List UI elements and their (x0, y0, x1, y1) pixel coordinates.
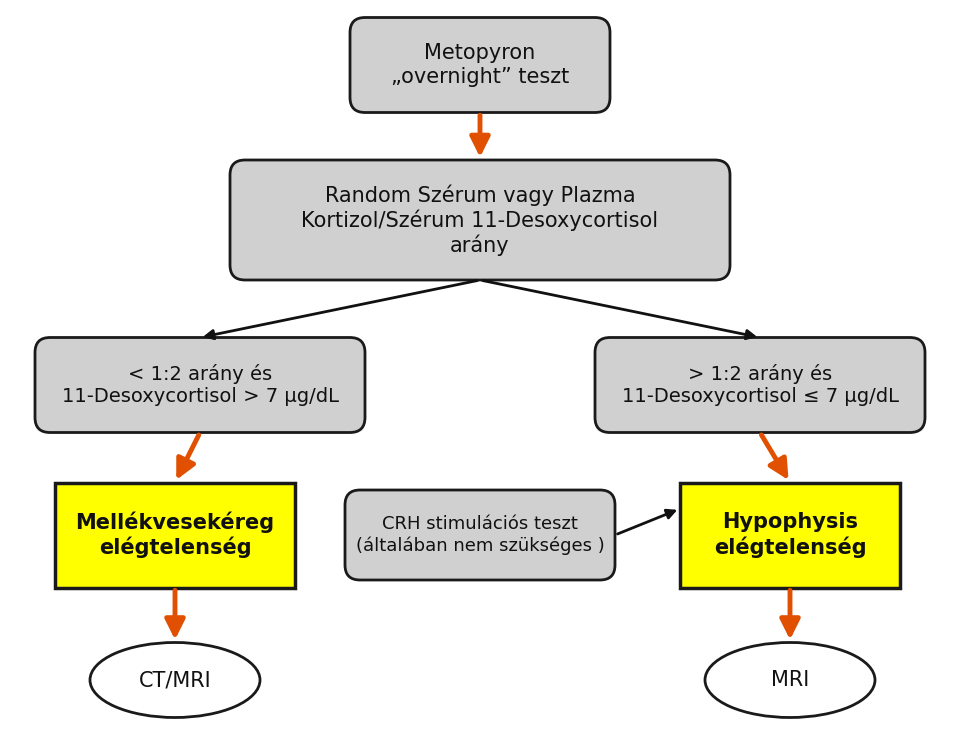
Bar (680, 482, 900, 588)
Text: CT/MRI: CT/MRI (138, 670, 211, 690)
FancyBboxPatch shape (345, 490, 615, 580)
Ellipse shape (90, 642, 260, 718)
Ellipse shape (705, 642, 875, 718)
Text: < 1:2 arány és
11-Desoxycortisol > 7 μg/dL: < 1:2 arány és 11-Desoxycortisol > 7 μg/… (61, 364, 339, 406)
Text: Mellékvesekéreg
elégtelenség: Mellékvesekéreg elégtelenség (76, 512, 275, 558)
Text: MRI: MRI (771, 670, 809, 690)
FancyBboxPatch shape (350, 18, 610, 112)
FancyBboxPatch shape (35, 337, 365, 432)
Text: > 1:2 arány és
11-Desoxycortisol ≤ 7 μg/dL: > 1:2 arány és 11-Desoxycortisol ≤ 7 μg/… (621, 364, 899, 406)
Text: CRH stimulációs teszt
(általában nem szükséges ): CRH stimulációs teszt (általában nem szü… (355, 515, 605, 555)
FancyBboxPatch shape (595, 337, 925, 432)
Text: Random Szérum vagy Plazma
Kortizol/Szérum 11-Desoxycortisol
arány: Random Szérum vagy Plazma Kortizol/Széru… (301, 184, 659, 256)
FancyBboxPatch shape (230, 160, 730, 280)
Bar (55, 482, 295, 588)
Text: Hypophysis
elégtelenség: Hypophysis elégtelenség (713, 513, 866, 557)
Text: Metopyron
„overnight” teszt: Metopyron „overnight” teszt (391, 44, 569, 87)
